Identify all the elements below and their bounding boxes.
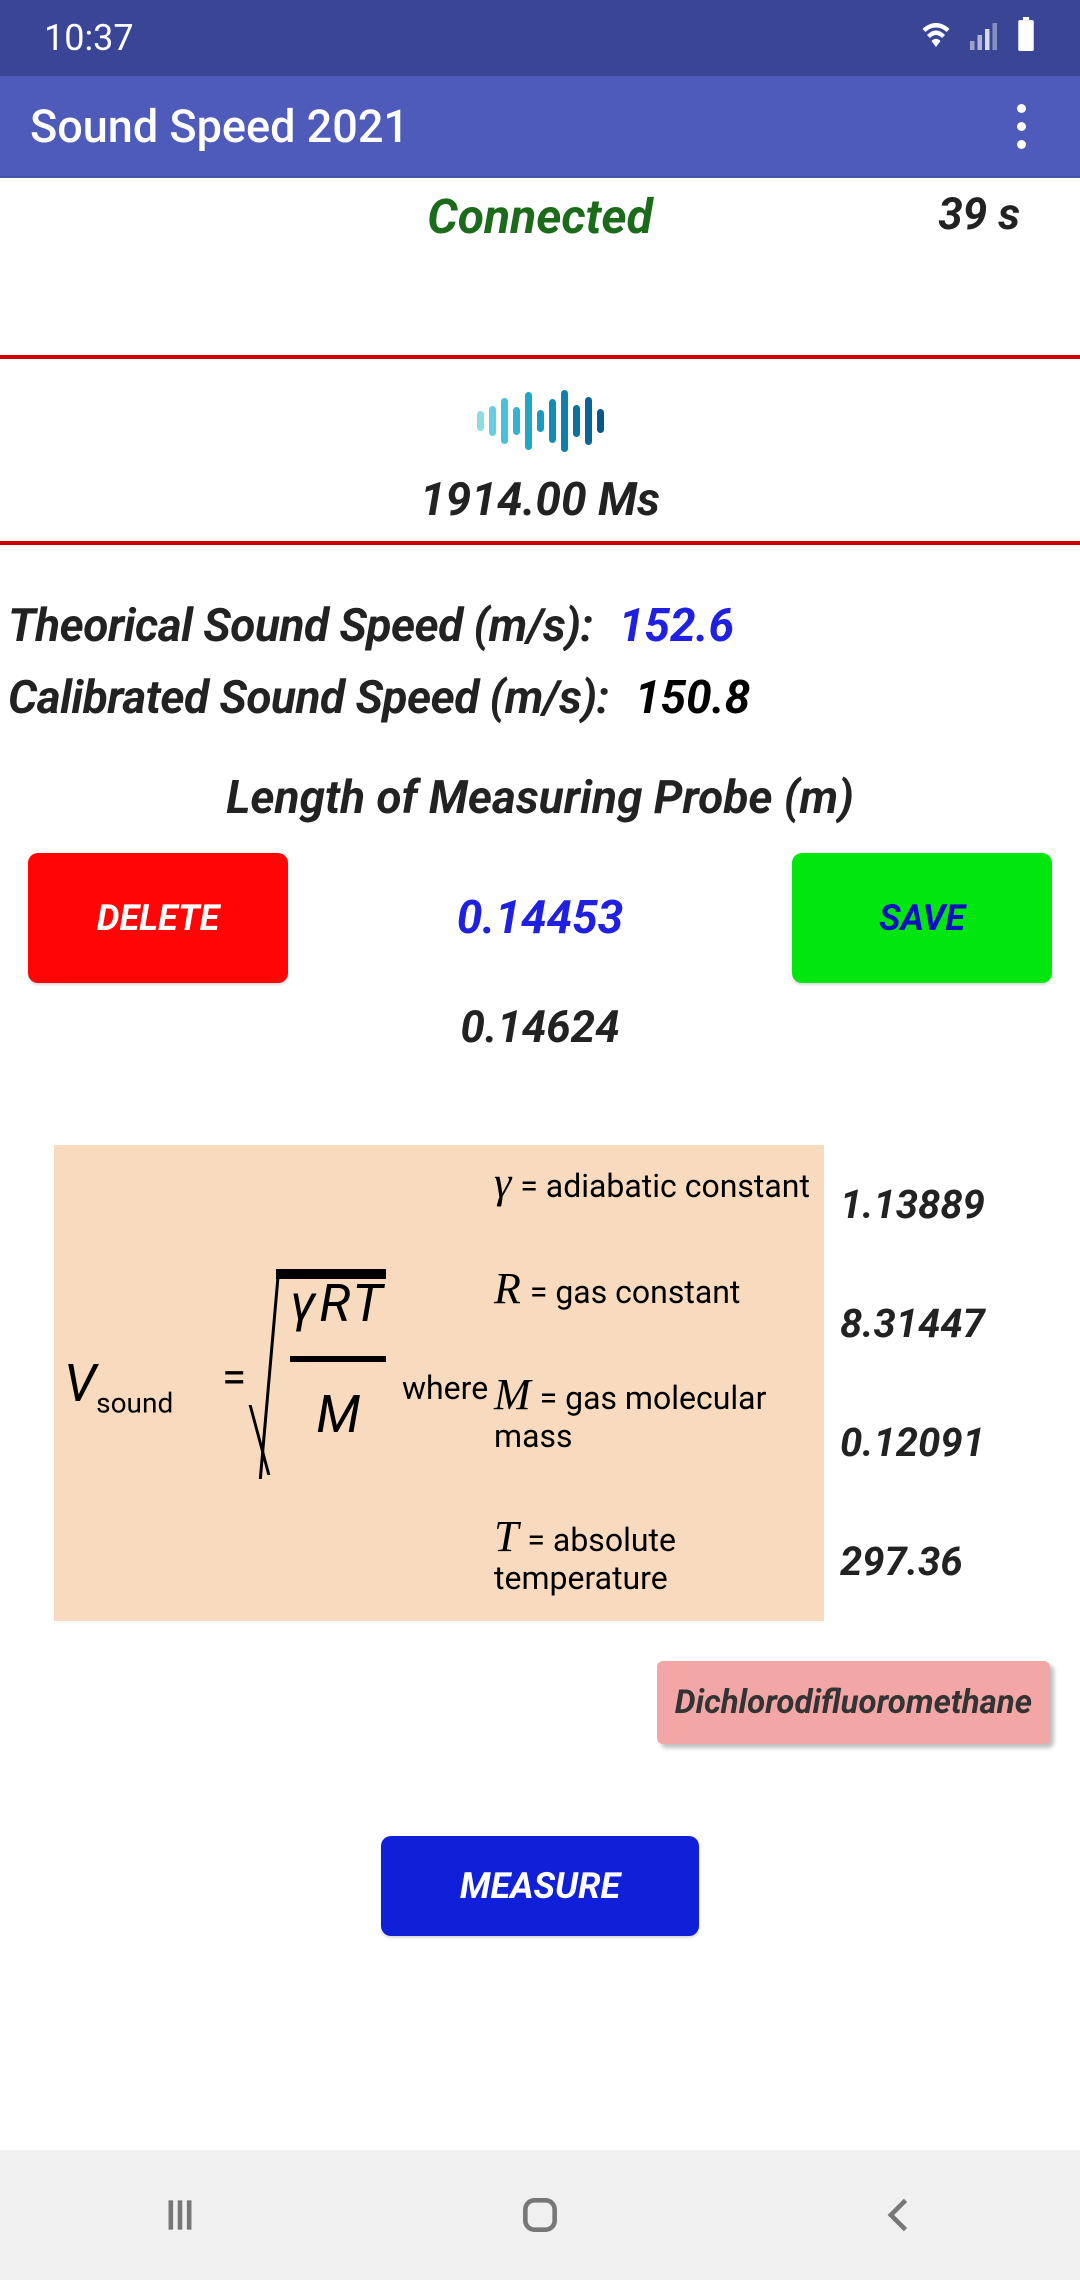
theoretical-label: Theorical Sound Speed (m/s): [8, 599, 593, 653]
formula-def: γ = adiabatic constant [494, 1161, 824, 1205]
overflow-menu-button[interactable] [993, 88, 1050, 165]
nav-bar [0, 2150, 1080, 2280]
probe-value-primary: 0.14453 [288, 891, 792, 945]
elapsed-time: 39 s [938, 188, 1020, 240]
formula-value: 1.13889 [840, 1181, 985, 1228]
formula-def: R = gas constant [494, 1267, 824, 1311]
formula-image: Vsound = γRT M where γ = adiabatic const… [54, 1145, 824, 1621]
gas-chip[interactable]: Dichlorodifluoromethane [657, 1661, 1050, 1744]
formula-values: 1.13889 8.31447 0.12091 297.36 [824, 1145, 985, 1621]
nav-recents-button[interactable] [150, 2185, 210, 2245]
status-icons [918, 17, 1036, 60]
status-bar: 10:37 [0, 0, 1080, 76]
probe-label: Length of Measuring Probe (m) [0, 763, 1080, 853]
calibrated-value: 150.8 [635, 671, 750, 725]
formula-section: Vsound = γRT M where γ = adiabatic const… [0, 1145, 1080, 1621]
formula-def: T = absolute temperature [494, 1515, 824, 1595]
data-rows: Theorical Sound Speed (m/s): 152.6 Calib… [0, 545, 1080, 763]
save-button[interactable]: SAVE [792, 853, 1052, 983]
nav-back-button[interactable] [870, 2185, 930, 2245]
nav-home-button[interactable] [510, 2185, 570, 2245]
wifi-icon [918, 17, 954, 59]
app-bar: Sound Speed 2021 [0, 76, 1080, 178]
calibrated-row: Calibrated Sound Speed (m/s): 150.8 [8, 671, 1072, 725]
battery-icon [1016, 17, 1036, 60]
formula-value: 8.31447 [840, 1300, 985, 1347]
formula-value: 0.12091 [840, 1419, 985, 1466]
measure-button[interactable]: MEASURE [381, 1836, 699, 1936]
connection-status: Connected [427, 188, 652, 245]
probe-value-secondary: 0.14624 [0, 983, 1080, 1053]
theoretical-value: 152.6 [619, 599, 734, 653]
formula-value: 297.36 [840, 1538, 985, 1585]
formula-def: M = gas molecular mass [494, 1373, 824, 1453]
connection-status-row: Connected 39 s [0, 178, 1080, 355]
waveform-icon [0, 359, 1080, 443]
calibrated-label: Calibrated Sound Speed (m/s): [8, 671, 609, 725]
status-time: 10:37 [44, 17, 134, 59]
probe-button-row: DELETE 0.14453 SAVE [0, 853, 1080, 983]
app-title: Sound Speed 2021 [30, 100, 409, 153]
signal-icon [970, 17, 1000, 59]
ms-value: 1914.00 Ms [0, 443, 1080, 541]
theoretical-row: Theorical Sound Speed (m/s): 152.6 [8, 599, 1072, 653]
delete-button[interactable]: DELETE [28, 853, 288, 983]
